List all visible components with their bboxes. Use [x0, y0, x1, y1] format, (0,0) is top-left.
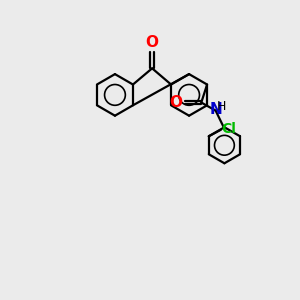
Text: Cl: Cl	[221, 122, 236, 136]
Text: O: O	[146, 35, 159, 50]
Text: O: O	[169, 95, 182, 110]
Text: N: N	[209, 102, 222, 117]
Text: H: H	[217, 100, 226, 113]
